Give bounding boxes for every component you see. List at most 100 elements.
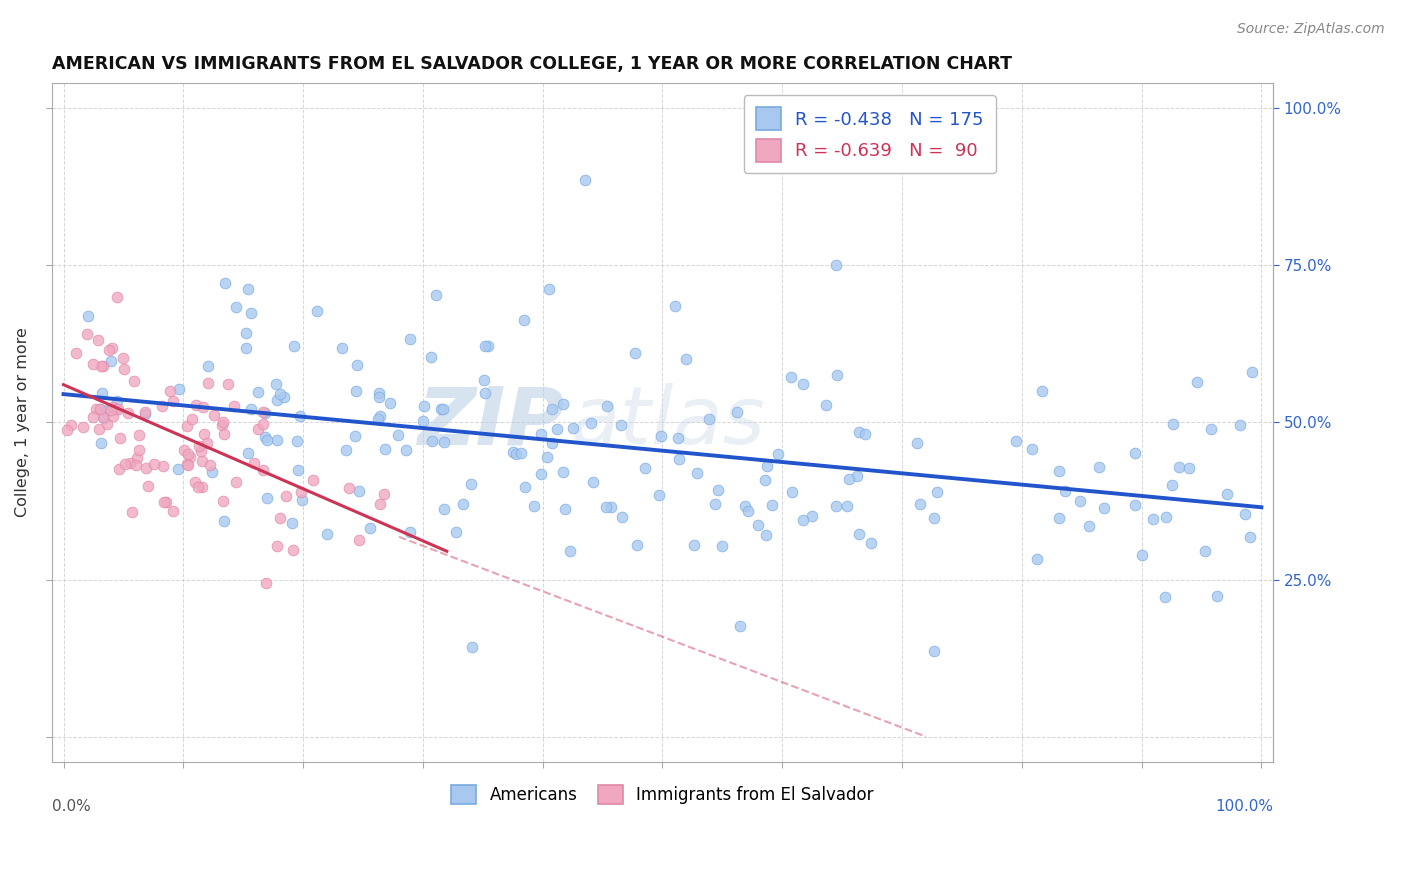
Point [779,369,801,384]
Point [1123,446,1146,460]
Text: AMERICAN VS IMMIGRANTS FROM EL SALVADOR COLLEGE, 1 YEAR OR MORE CORRELATION CHAR: AMERICAN VS IMMIGRANTS FROM EL SALVADOR … [52,55,1011,73]
Point [754,473,776,487]
Point [755,458,778,473]
Point [600,500,623,514]
Point [536,450,558,464]
Point [766,446,789,460]
Point [825,258,848,272]
Point [246,385,269,400]
Point [291,492,314,507]
Point [711,539,734,553]
Point [180,411,202,425]
Point [162,394,184,409]
Point [1047,511,1070,525]
Point [595,500,617,514]
Point [801,508,824,523]
Point [432,401,454,416]
Point [93,410,115,425]
Point [1161,417,1184,431]
Point [1216,486,1239,500]
Point [152,458,174,473]
Point [97,403,120,417]
Point [111,351,134,365]
Point [668,431,690,445]
Point [107,290,129,304]
Point [191,454,214,468]
Point [82,409,104,424]
Point [359,521,381,535]
Point [1078,518,1101,533]
Point [276,489,298,503]
Point [89,402,111,417]
Point [761,498,783,512]
Point [330,341,353,355]
Point [623,345,645,359]
Point [87,333,110,347]
Point [551,397,574,411]
Point [252,463,274,477]
Point [235,326,257,340]
Point [530,467,553,482]
Point [538,282,561,296]
Point [266,539,288,553]
Point [855,426,877,441]
Point [193,427,215,442]
Point [191,480,214,494]
Point [224,399,246,413]
Point [420,434,443,449]
Point [474,386,496,401]
Point [554,502,576,516]
Point [235,341,257,355]
Point [451,497,474,511]
Point [153,494,176,508]
Text: 100.0%: 100.0% [1215,799,1274,814]
Point [664,299,686,313]
Point [546,422,568,436]
Point [848,527,870,541]
Point [283,339,305,353]
Point [1194,543,1216,558]
Point [176,419,198,434]
Point [184,475,207,489]
Point [461,640,484,654]
Point [648,488,671,502]
Point [89,401,111,416]
Point [243,456,266,470]
Point [792,377,814,392]
Point [540,436,562,450]
Point [845,468,868,483]
Point [197,376,219,390]
Point [337,481,360,495]
Point [502,445,524,459]
Point [97,343,120,358]
Point [316,527,339,541]
Point [84,402,107,417]
Point [90,385,112,400]
Point [523,499,546,513]
Point [373,487,395,501]
Point [574,173,596,187]
Point [77,309,100,323]
Point [239,401,262,416]
Point [399,524,422,539]
Point [266,433,288,447]
Point [420,351,443,365]
Point [541,402,564,417]
Point [1177,461,1199,475]
Point [374,442,396,457]
Point [1167,460,1189,475]
Point [217,377,239,392]
Point [1233,507,1256,521]
Point [159,384,181,398]
Point [108,461,131,475]
Point [734,499,756,513]
Point [368,409,391,424]
Point [107,394,129,409]
Point [579,416,602,430]
Point [101,341,124,355]
Point [212,427,235,442]
Point [699,412,721,426]
Point [1031,384,1053,398]
Point [510,446,533,460]
Point [269,386,291,401]
